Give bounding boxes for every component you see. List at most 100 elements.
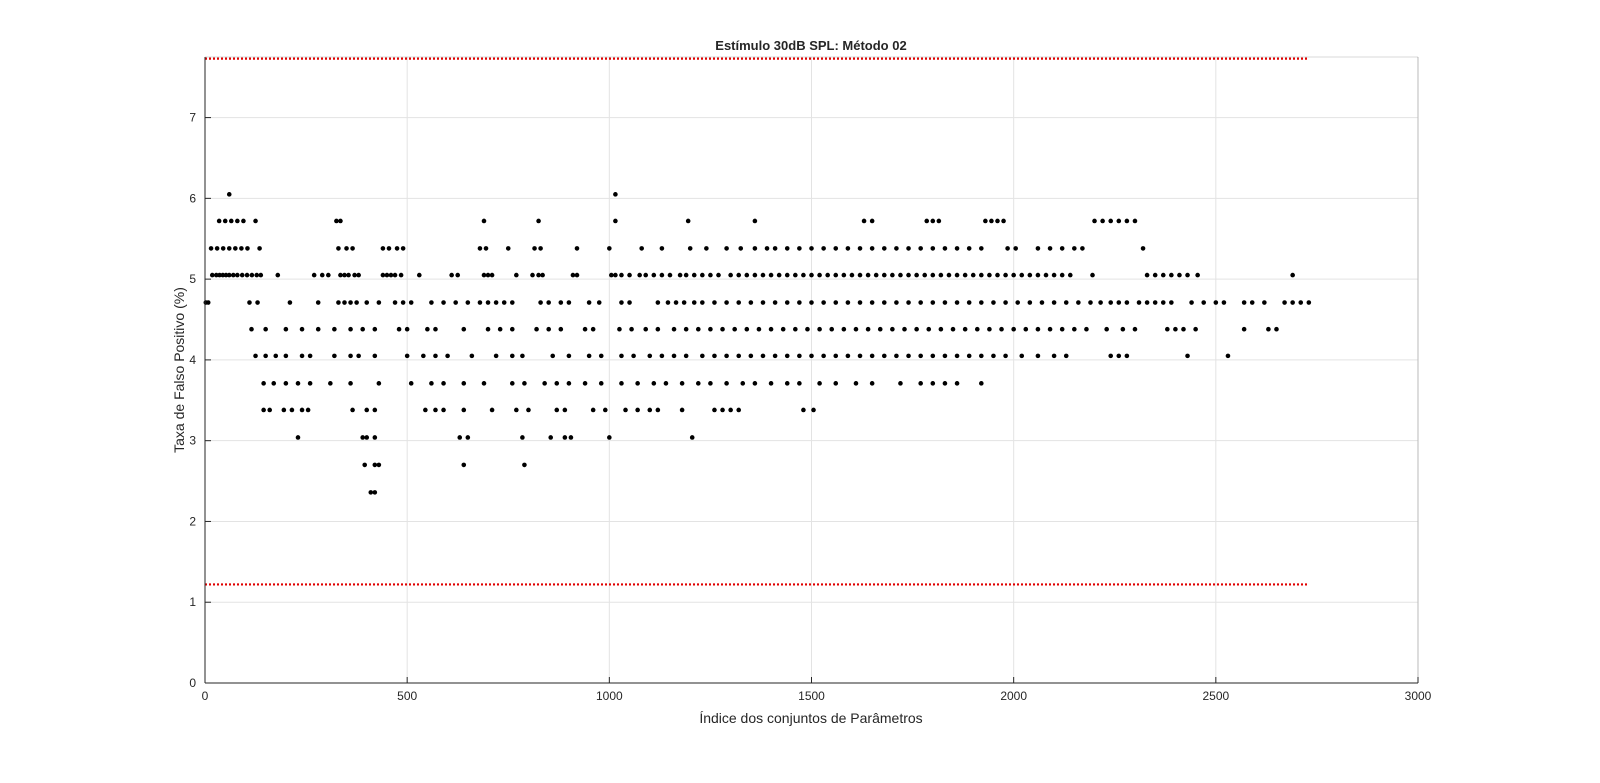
data-point <box>493 353 499 359</box>
data-point <box>283 326 289 332</box>
data-point <box>801 272 806 278</box>
data-point <box>267 407 272 413</box>
x-tick-label: 2000 <box>1000 689 1027 703</box>
data-point <box>1282 300 1287 305</box>
data-point <box>962 326 968 332</box>
data-point <box>360 435 365 440</box>
data-point <box>273 353 279 359</box>
data-point <box>228 218 234 224</box>
data-point <box>255 300 260 305</box>
data-point <box>752 272 758 278</box>
data-point <box>619 300 624 305</box>
data-point <box>465 300 471 305</box>
data-point <box>254 272 260 278</box>
data-point <box>1124 300 1130 305</box>
data-point <box>346 272 351 278</box>
data-point <box>613 272 618 278</box>
data-point <box>558 326 564 332</box>
data-point <box>736 272 742 278</box>
data-point <box>1039 300 1045 305</box>
data-point <box>540 272 545 278</box>
data-point <box>582 326 588 332</box>
data-point <box>966 246 972 251</box>
data-point <box>756 326 762 332</box>
data-point <box>979 353 984 359</box>
data-point <box>691 300 697 305</box>
y-tick-label: 1 <box>189 595 196 609</box>
data-point <box>1059 272 1065 278</box>
data-point <box>1011 272 1016 278</box>
data-point <box>534 326 539 332</box>
data-point <box>637 272 642 278</box>
data-point <box>1003 272 1008 278</box>
data-point <box>1005 246 1010 251</box>
data-point <box>235 272 240 278</box>
data-point <box>1193 326 1198 332</box>
data-point <box>239 272 245 278</box>
data-point <box>974 326 980 332</box>
data-point <box>954 353 960 359</box>
data-point <box>890 272 895 278</box>
data-point <box>772 246 778 251</box>
data-point <box>257 246 262 251</box>
data-point <box>582 381 588 386</box>
data-point <box>336 246 341 251</box>
data-point <box>483 246 489 251</box>
data-point <box>338 272 343 278</box>
data-point <box>598 381 604 386</box>
data-point <box>942 353 948 359</box>
data-point <box>1225 353 1231 359</box>
data-point <box>811 407 816 413</box>
data-point <box>936 218 942 224</box>
data-point <box>1132 218 1138 224</box>
data-point <box>1080 246 1085 251</box>
data-point <box>526 407 531 413</box>
data-point <box>1144 300 1150 305</box>
data-point <box>226 246 232 251</box>
data-point <box>991 353 996 359</box>
data-point <box>1108 300 1114 305</box>
data-point <box>1035 246 1041 251</box>
data-point <box>817 381 822 386</box>
x-axis-label: Índice dos conjuntos de Parâmetros <box>699 710 922 726</box>
data-point <box>514 407 519 413</box>
data-point <box>421 353 426 359</box>
data-point <box>216 218 222 224</box>
data-point <box>586 353 592 359</box>
data-point <box>536 218 541 224</box>
data-point <box>663 381 669 386</box>
data-point <box>752 218 758 224</box>
data-point <box>1124 353 1130 359</box>
data-point <box>881 246 887 251</box>
data-point <box>689 435 695 440</box>
data-point <box>833 300 839 305</box>
data-point <box>647 353 653 359</box>
data-point <box>217 272 222 278</box>
data-point <box>738 246 744 251</box>
data-point <box>983 218 988 224</box>
data-point <box>772 353 778 359</box>
data-point <box>1108 353 1114 359</box>
data-point <box>372 490 378 495</box>
data-point <box>1132 326 1138 332</box>
data-point <box>740 381 746 386</box>
data-point <box>857 272 863 278</box>
data-point <box>546 326 551 332</box>
data-point <box>894 353 899 359</box>
data-point <box>869 353 875 359</box>
data-point <box>509 300 515 305</box>
data-point <box>455 272 461 278</box>
data-point <box>704 246 709 251</box>
data-point <box>1266 326 1271 332</box>
data-point <box>857 353 863 359</box>
data-point <box>655 407 661 413</box>
data-point <box>708 326 713 332</box>
data-point <box>261 407 266 413</box>
data-point <box>817 326 822 332</box>
data-point <box>311 272 317 278</box>
data-point <box>214 246 220 251</box>
data-point <box>667 272 673 278</box>
data-point <box>979 300 984 305</box>
data-point <box>1011 326 1016 332</box>
x-tick-label: 0 <box>202 689 209 703</box>
